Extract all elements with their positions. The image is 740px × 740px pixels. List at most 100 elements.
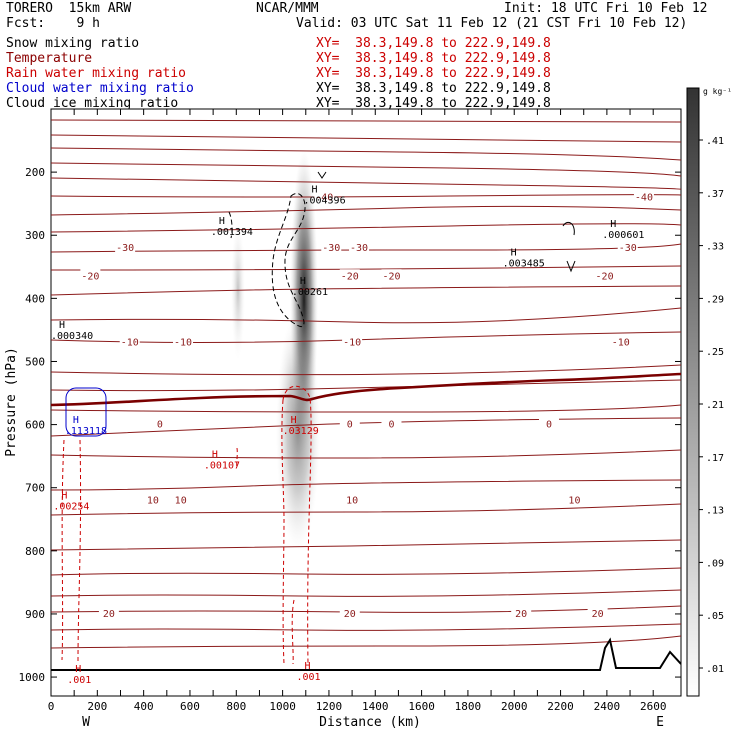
colorbar-label: .25 [706, 347, 724, 358]
temp-contour [51, 177, 681, 190]
valid-time: Valid: 03 UTC Sat 11 Feb 12 (21 CST Fri … [296, 16, 688, 31]
temp-contour [51, 307, 681, 324]
colorbar-unit: g kg⁻¹ [703, 87, 732, 96]
temp-contour [51, 147, 681, 161]
temp-label-bg [321, 240, 342, 253]
y-tick-label: 900 [25, 608, 45, 621]
temp-contour [51, 623, 681, 631]
temp-contour [51, 635, 681, 649]
max-value-label: .001 [67, 675, 91, 686]
temp-label-bg [349, 240, 370, 253]
max-value-label: .003485 [503, 259, 545, 270]
temp-contour-label: -10 [343, 338, 361, 349]
x-tick-label: 1400 [362, 700, 389, 713]
rain-outline-west-1 [61, 439, 65, 661]
temp-label-bg [511, 606, 532, 619]
field-xy-rain: XY= 38.3,149.8 to 222.9,149.8 [316, 66, 551, 81]
temp-label-bg [610, 335, 631, 348]
temp-contour [51, 265, 681, 271]
x-tick-label: 400 [134, 700, 154, 713]
temp-contour [51, 449, 681, 459]
field-xy-temperature: XY= 38.3,149.8 to 222.9,149.8 [316, 51, 551, 66]
temp-contour-label: 0 [157, 420, 163, 431]
rain-outline-small [236, 447, 238, 469]
model-title: TORERO 15km ARW [6, 1, 132, 16]
x-tick-label: 0 [48, 700, 55, 713]
temp-contour-label: -20 [81, 271, 99, 282]
x-tick-label: 1200 [316, 700, 343, 713]
max-value-label: .000340 [51, 331, 93, 342]
temp-contour [51, 567, 681, 576]
field-label-temperature: Temperature [6, 51, 93, 66]
temp-label-bg [173, 335, 194, 348]
temp-label-bg [633, 190, 654, 203]
x-tick-label: 1600 [408, 700, 435, 713]
temp-contour-label: -30 [322, 243, 340, 254]
field-label-rain: Rain water mixing ratio [6, 66, 187, 81]
y-tick-label: 1000 [19, 671, 46, 684]
ice-outline-east [562, 221, 575, 236]
east-label: E [656, 715, 664, 730]
temp-contour-label: 10 [568, 495, 580, 506]
max-marker-h: H [305, 661, 311, 672]
y-tick-label: 600 [25, 419, 45, 432]
y-tick-label: 800 [25, 545, 45, 558]
temp-contour [51, 162, 681, 177]
y-tick-label: 500 [25, 355, 45, 368]
center-title: NCAR/MMM [256, 1, 319, 16]
max-value-label: .001394 [211, 227, 253, 238]
colorbar-label: .37 [706, 189, 724, 200]
temp-label-bg [149, 417, 170, 430]
x-tick-label: 2000 [501, 700, 528, 713]
temp-contour-label: 0 [347, 420, 353, 431]
max-value-label: .113118 [65, 426, 107, 437]
colorbar-label: .13 [706, 506, 724, 517]
temp-contour-label: 20 [515, 609, 527, 620]
max-value-label: .00107 [204, 461, 240, 472]
temp-label-bg [339, 417, 360, 430]
temp-contour-label: -40 [635, 192, 653, 203]
max-marker-h: H [511, 248, 517, 259]
colorbar-label: .17 [706, 453, 724, 464]
temp-label-bg [115, 240, 136, 253]
temp-label-bg [538, 417, 559, 430]
forecast-hour: Fcst: 9 h [6, 16, 100, 31]
temp-label-bg [594, 269, 615, 282]
temp-contour-label: 0 [546, 420, 552, 431]
colorbar-label: .33 [706, 242, 724, 253]
temp-contour-label: 20 [344, 609, 356, 620]
colorbar-label: .41 [706, 136, 724, 147]
colorbar-label: .29 [706, 294, 724, 305]
temp-contour [51, 589, 681, 597]
colorbar-label: .05 [706, 611, 724, 622]
west-label: W [82, 715, 90, 730]
max-marker-h: H [291, 415, 297, 426]
colorbar-label: .21 [706, 400, 724, 411]
max-marker-h: H [311, 185, 317, 196]
x-tick-label: 2200 [547, 700, 574, 713]
temp-contour [51, 503, 681, 516]
temp-label-bg [587, 606, 608, 619]
temp-contour-label: -10 [612, 338, 630, 349]
max-value-label: .00261 [292, 287, 328, 298]
temp-label-bg [339, 606, 360, 619]
max-value-label: .001 [297, 672, 321, 683]
temp-contour [51, 479, 681, 491]
max-value-label: .004396 [303, 196, 345, 207]
temp-contour [51, 205, 681, 216]
temp-label-bg [314, 190, 335, 203]
field-label-snow: Snow mixing ratio [6, 36, 140, 51]
y-axis-label: Pressure (hPa) [4, 347, 19, 457]
max-value-label: .03129 [283, 426, 319, 437]
y-tick-label: 300 [25, 229, 45, 242]
temp-label-bg [381, 269, 402, 282]
x-tick-label: 1800 [455, 700, 482, 713]
temp-contour-label: 0 [388, 420, 394, 431]
temp-label-bg [119, 335, 140, 348]
temp-label-bg [142, 493, 163, 506]
max-marker-h: H [219, 216, 225, 227]
temp-label-bg [80, 269, 101, 282]
ice-outline-top [317, 171, 327, 179]
temp-contour [51, 119, 681, 123]
colorbar-label: .09 [706, 558, 724, 569]
